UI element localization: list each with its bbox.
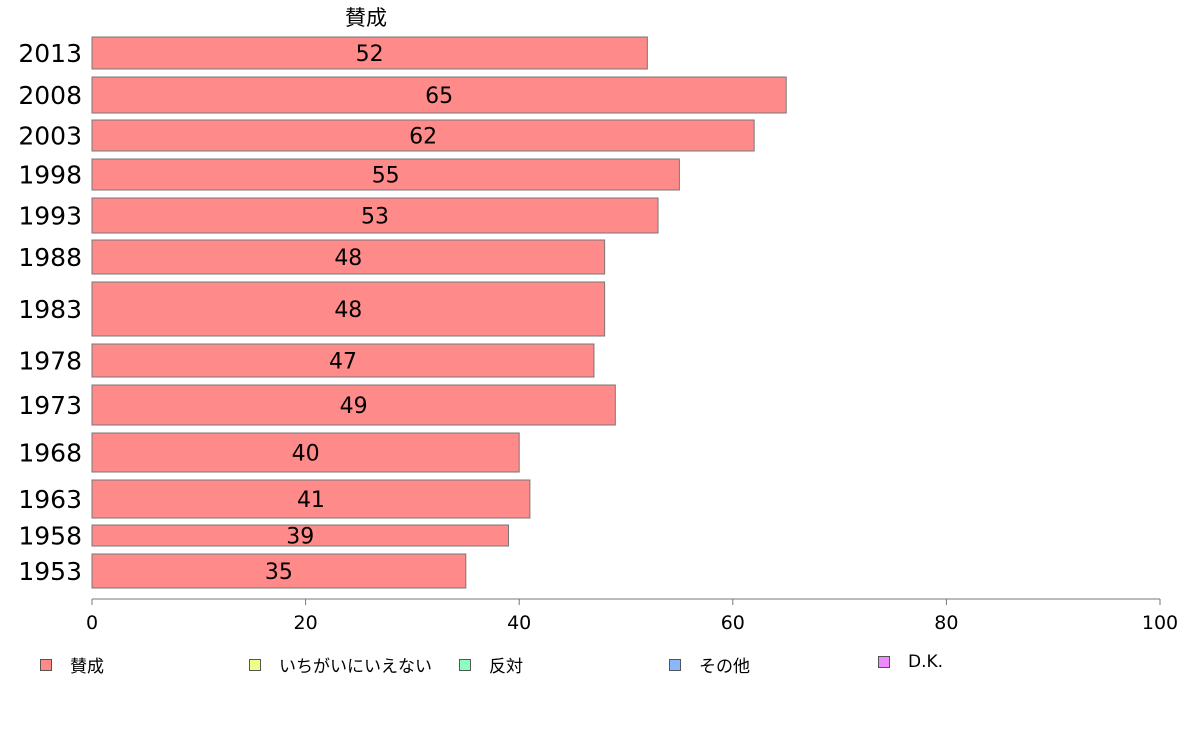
x-tick-label: 100: [1142, 612, 1178, 634]
bar-1963: [91, 479, 531, 519]
legend-item-sonota: その他: [669, 652, 750, 677]
legend-label: その他: [699, 657, 750, 677]
data-label: 53: [361, 205, 389, 230]
category-label: 1953: [18, 557, 82, 586]
bar-1958: [91, 524, 510, 547]
legend-swatch: [459, 658, 471, 671]
bar-1983: [91, 281, 606, 337]
category-label: 1988: [18, 243, 82, 272]
data-label: 49: [340, 394, 368, 419]
category-label: 2008: [18, 81, 82, 110]
category-label: 1968: [18, 439, 82, 468]
category-label: 1983: [18, 295, 82, 324]
series-title: 賛成: [345, 6, 387, 30]
data-label: 65: [425, 84, 453, 109]
data-label: 39: [286, 525, 314, 550]
data-label: 40: [292, 442, 320, 467]
legend-item-sansei: 賛成: [40, 652, 104, 677]
data-label: 48: [334, 246, 362, 271]
category-label: 1978: [18, 347, 82, 376]
legend-item-dk: D.K.: [878, 652, 943, 672]
x-tick-label: 0: [86, 612, 98, 634]
bar-1988: [91, 239, 606, 275]
bar-2003: [91, 119, 755, 152]
bar-2008: [91, 76, 787, 114]
legend-label: D.K.: [908, 652, 944, 672]
category-label: 1993: [18, 202, 82, 231]
data-label: 35: [265, 560, 293, 585]
category-label: 1998: [18, 161, 82, 190]
data-label: 55: [372, 164, 400, 189]
legend-label: 賛成: [70, 657, 104, 677]
category-label: 1958: [18, 522, 82, 551]
x-tick-label: 40: [507, 612, 531, 634]
legend-swatch: [669, 658, 681, 671]
data-label: 41: [297, 488, 325, 513]
legend-swatch: [878, 656, 890, 668]
legend-swatch: [40, 658, 52, 671]
legend: 賛成 いちがいにいえない 反対 その他 D.K.: [0, 652, 1188, 677]
bar-2013: [91, 36, 648, 70]
category-label: 2003: [18, 122, 82, 151]
legend-item-hantai: 反対: [459, 652, 523, 677]
legend-label: いちがいにいえない: [279, 657, 432, 677]
bar-1993: [91, 197, 659, 234]
data-label: 62: [409, 125, 437, 150]
legend-label: 反対: [489, 657, 523, 677]
bar-1998: [91, 158, 680, 191]
data-label: 52: [356, 42, 384, 67]
data-label: 47: [329, 350, 357, 375]
bar-1968: [91, 432, 520, 473]
bar-1973: [91, 384, 616, 426]
x-tick-label: 20: [294, 612, 318, 634]
bar-1978: [91, 343, 595, 378]
legend-swatch: [249, 658, 261, 671]
legend-item-ichigai: いちがいにいえない: [249, 652, 432, 677]
category-label: 1963: [18, 485, 82, 514]
data-label: 48: [334, 298, 362, 323]
x-tick-label: 60: [721, 612, 745, 634]
bar-1953: [91, 553, 467, 589]
category-label: 1973: [18, 391, 82, 420]
x-tick-label: 80: [934, 612, 958, 634]
category-label: 2013: [18, 39, 82, 68]
bar-chart: 賛成 52 2013 65 2008 62 2003 55 1998 53 1993 48 1988 4…: [18, 6, 1178, 634]
